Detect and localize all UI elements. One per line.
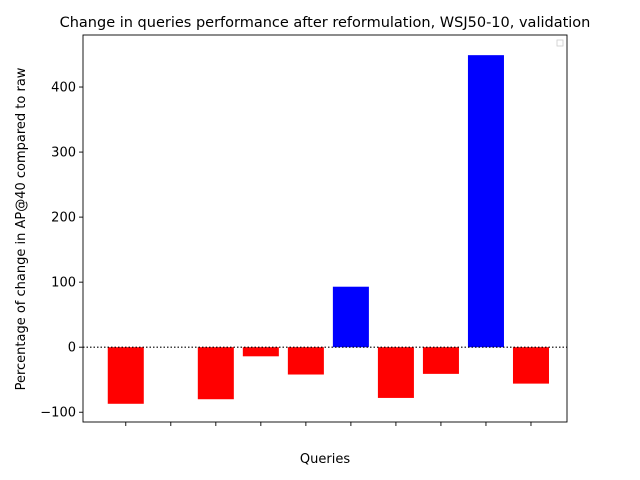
bar — [467, 55, 504, 348]
y-tick-label: 300 — [51, 146, 76, 161]
bar — [377, 347, 414, 398]
y-tick-label: 0 — [68, 341, 76, 356]
legend-box — [556, 39, 564, 47]
bar — [242, 347, 279, 357]
y-tick-label: −100 — [40, 406, 76, 421]
plot-area: −100 0 100 200 300 400 — [40, 34, 568, 426]
bar — [332, 286, 369, 348]
x-axis-title: Queries — [300, 452, 350, 467]
y-tick-label: 200 — [51, 211, 76, 226]
bar — [197, 347, 234, 400]
bar — [422, 347, 459, 374]
bar — [107, 347, 144, 404]
chart-title: Change in queries performance after refo… — [60, 15, 591, 31]
y-axis-title: Percentage of change in AP@40 compared t… — [14, 67, 29, 390]
y-tick-label: 400 — [51, 81, 76, 96]
y-tick-label: 100 — [51, 276, 76, 291]
axes-frame — [82, 34, 568, 423]
bar — [287, 347, 324, 375]
bar — [512, 347, 549, 384]
